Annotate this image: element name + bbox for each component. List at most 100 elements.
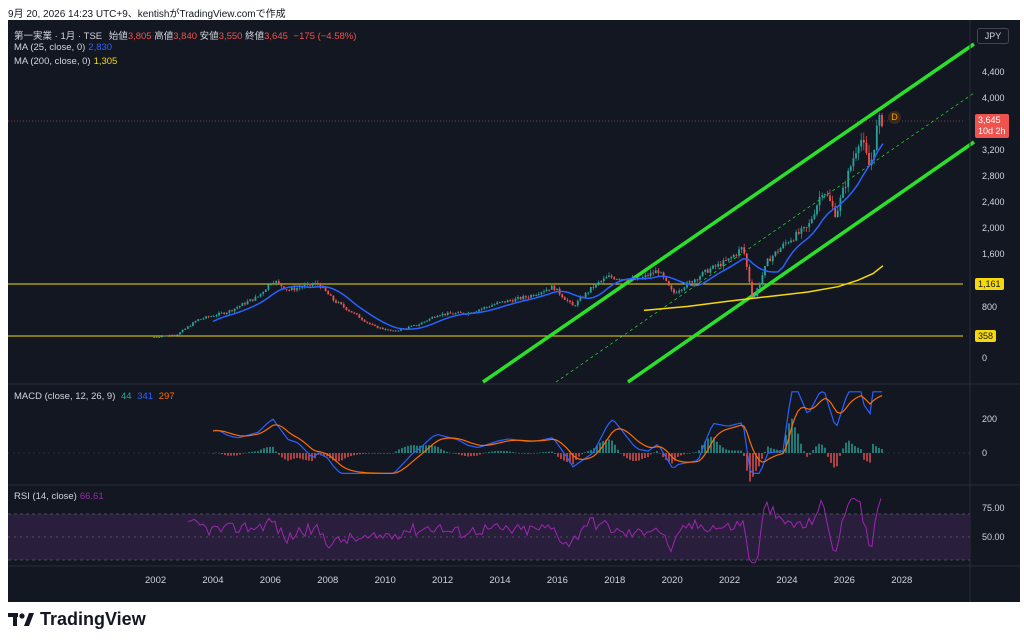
rsi-line[interactable] [187,497,882,564]
candle-body [792,240,795,242]
candle-body [280,282,283,287]
candle-body [290,287,293,291]
rsi-legend[interactable]: RSI (14, close) 66.61 [14,491,104,502]
macd-legend[interactable]: MACD (close, 12, 26, 9) 44 341 297 [14,391,175,402]
currency-button[interactable]: JPY [977,28,1009,44]
candle-body [563,297,566,300]
price-axis-label: 4,400 [982,67,1005,77]
last-price-tag[interactable]: 3,645 10d 2h [975,114,1009,138]
macd-histogram-bar [668,453,670,462]
candle-body [454,313,457,315]
candle-body [777,251,779,253]
candle-body [184,328,187,330]
macd-histogram-bar [506,451,508,453]
candle-body [543,291,545,293]
macd-histogram-bar [452,453,454,454]
macd-histogram-bar [830,453,832,463]
macd-histogram-bar [425,445,427,453]
price-chart-canvas[interactable] [8,20,1020,602]
tradingview-logo[interactable]: TradingView [8,608,146,630]
macd-histogram-bar [605,439,607,453]
macd-signal-line[interactable] [212,395,883,474]
macd-histogram-bar [413,445,415,453]
candle-body [527,297,530,299]
candle-body [275,281,278,283]
macd-histogram-bar [683,453,685,455]
candle-body [805,227,808,228]
ma25-line[interactable] [212,143,884,331]
candle-body [743,247,746,254]
macd-histogram-bar [233,453,235,456]
macd-histogram-bar [515,452,517,454]
macd-histogram-bar [767,446,769,453]
macd-histogram-bar [761,453,763,459]
macd-histogram-bar [299,453,301,459]
macd-histogram-bar [359,453,361,455]
candle-body [865,142,868,153]
candle-body [584,292,587,298]
macd-histogram-bar [455,453,457,454]
candle-body [753,296,756,297]
candle-body [371,324,374,325]
channel-upper-line[interactable] [482,42,975,384]
macd-histogram-bar [557,453,559,457]
macd-histogram-bar [551,451,553,453]
candle-body [228,310,231,313]
candle-body [171,335,174,336]
macd-histogram-bar [743,453,745,456]
symbol-legend[interactable]: 第一実業 · 1月 · TSE 始値3,805 高値3,840 安値3,550 … [14,31,357,42]
macd-histogram-bar [341,453,343,461]
candle-body [722,260,725,267]
candle-body [704,269,707,272]
candle-body [855,153,857,159]
time-axis-label: 2012 [432,575,454,586]
line-price-tag[interactable]: 1,161 [975,278,1004,290]
macd-histogram-bar [734,450,736,453]
candle-body [881,115,883,127]
macd-histogram-bar [602,441,604,453]
time-axis-label: 2006 [259,575,281,586]
macd-histogram-bar [479,453,481,455]
candle-body [192,322,194,326]
candle-body [808,222,811,228]
macd-histogram-bar [260,449,262,453]
macd-histogram-bar [332,453,334,461]
candle-body [803,227,805,229]
candle-body [264,289,267,292]
candle-body [847,170,850,188]
candle-body [238,305,241,308]
macd-histogram-bar [290,453,292,460]
macd-line[interactable] [212,391,882,474]
candle-body [696,279,699,281]
candle-body [735,254,738,256]
chart-area[interactable]: 第一実業 · 1月 · TSE 始値3,805 高値3,840 安値3,550 … [8,20,1020,602]
price-axis-label: 2,400 [982,197,1005,207]
candle-body [407,326,410,329]
macd-histogram-bar [287,453,289,461]
macd-histogram-bar [404,446,406,453]
rsi-axis-label: 75.00 [982,503,1005,513]
ma200-line[interactable] [643,265,884,312]
macd-histogram-bar [419,445,421,453]
macd-histogram-bar [872,443,874,453]
candle-body [852,158,855,167]
macd-axis-label: 0 [982,448,988,458]
macd-histogram-bar [770,447,772,453]
channel-lower-line[interactable] [627,140,975,384]
line-price-tag[interactable]: 358 [975,330,997,342]
candle-body [680,289,683,291]
candle-body [314,282,317,285]
candle-body [431,316,434,319]
macd-histogram-bar [614,444,616,453]
macd-histogram-bar [860,449,862,453]
candle-body [254,296,257,301]
candle-body [535,294,538,296]
macd-histogram-bar [782,450,784,453]
ma25-legend[interactable]: MA (25, close, 0) 2,830 [14,42,113,53]
macd-histogram-bar [428,445,430,453]
time-axis[interactable]: 2002 2004 2006 2008 2010 2012 2014 2016 2018 2020… [8,575,970,589]
candle-body [462,312,465,314]
candle-body [501,301,504,303]
ma200-legend[interactable]: MA (200, close, 0) 1,305 [14,56,118,67]
dividend-marker[interactable]: D [888,111,901,124]
